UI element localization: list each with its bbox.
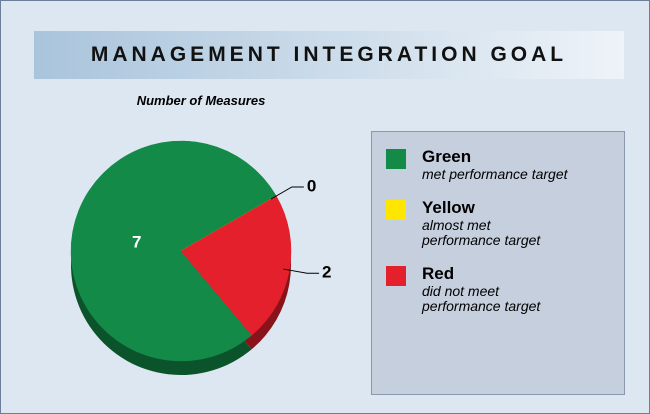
legend-item: Red did not meet performance target [386, 264, 614, 314]
leader-line [270, 186, 304, 200]
value-label: 0 [307, 176, 316, 195]
legend-text: Yellow almost met performance target [422, 198, 572, 248]
legend-swatch [386, 149, 406, 169]
legend-description: met performance target [422, 166, 568, 182]
chart-title: MANAGEMENT INTEGRATION GOAL [34, 31, 624, 79]
chart-subtitle: Number of Measures [136, 93, 266, 108]
value-label: 7 [132, 233, 141, 252]
legend-swatch [386, 200, 406, 220]
legend-text: Red did not meet performance target [422, 264, 572, 314]
leader-line [283, 268, 320, 274]
legend-name: Green [422, 147, 472, 166]
legend-item: Green met performance target [386, 147, 614, 182]
slice [70, 140, 277, 362]
legend-description: almost met performance target [422, 217, 541, 248]
legend-swatch [386, 266, 406, 286]
legend-item: Yellow almost met performance target [386, 198, 614, 248]
legend-name: Yellow [422, 198, 475, 217]
legend-text: Green met performance target [422, 147, 572, 182]
legend-name: Red [422, 264, 455, 283]
legend: Green met performance target Yellow almost … [371, 131, 625, 395]
value-label: 2 [322, 263, 331, 282]
legend-description: did not meet performance target [422, 283, 541, 314]
